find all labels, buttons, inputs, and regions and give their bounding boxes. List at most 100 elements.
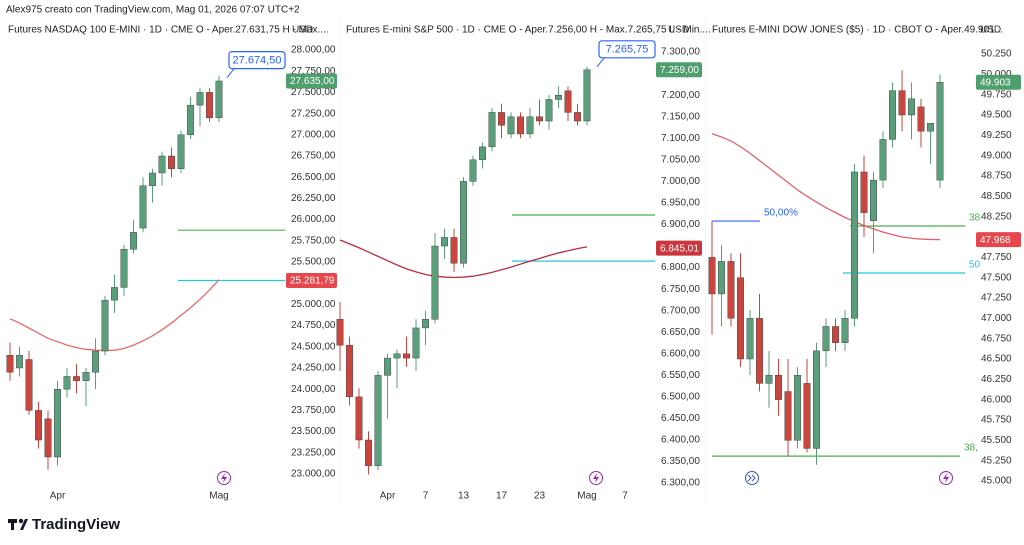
candle-body	[784, 391, 792, 441]
currency-label: USD	[292, 25, 313, 36]
candle-body	[139, 185, 147, 229]
candle-body	[403, 353, 410, 359]
chart-title: Futures E-mini S&P 500 · 1D · CME O - Ap…	[346, 25, 711, 36]
y-tick-label: 6.700,00	[661, 305, 700, 316]
candle-body	[393, 353, 401, 359]
candle-body	[431, 245, 439, 320]
y-tick-label: 7.150,00	[661, 111, 700, 122]
price-callout-text: 27.674,50	[233, 55, 282, 67]
candle-body	[841, 318, 849, 343]
price-tag	[286, 272, 337, 288]
y-tick-label: 24.250,00	[291, 363, 336, 374]
candle-body	[422, 319, 429, 329]
event-icon	[589, 471, 603, 485]
candle-body	[441, 237, 448, 247]
y-tick-label: 25.500,00	[291, 257, 336, 268]
candle-body	[92, 350, 99, 373]
y-tick-label: 24.500,00	[291, 341, 336, 352]
price-callout-text: 7.265,75	[606, 44, 649, 56]
candle-body	[384, 357, 391, 376]
chart-title: Futures NASDAQ 100 E-MINI · 1D · CME O -…	[8, 25, 329, 36]
candle-body	[498, 112, 505, 126]
x-tick-label: Apr	[380, 491, 396, 502]
y-tick-label: 23.000,00	[291, 469, 336, 480]
price-callout	[228, 51, 286, 70]
price-callout	[598, 40, 656, 59]
y-tick-label: 47.500	[981, 272, 1012, 283]
candle-body	[908, 98, 915, 116]
y-tick-label: 23.500,00	[291, 426, 336, 437]
y-tick-label: 7.200,00	[661, 90, 700, 101]
x-tick-label: Mag	[577, 491, 596, 502]
candle-body	[101, 299, 109, 352]
moving-average	[339, 239, 588, 279]
candle-body	[111, 287, 118, 301]
price-tag	[286, 73, 337, 89]
price-tag	[976, 232, 1021, 248]
chart-title: Futures E-MINI DOW JONES ($5) · 1D · CBO…	[712, 25, 1003, 36]
y-tick-label: 6.500,00	[661, 392, 700, 403]
y-tick-label: 6.750,00	[661, 284, 700, 295]
moving-average	[711, 133, 941, 241]
candle-body	[168, 155, 175, 169]
candle-body	[73, 376, 80, 381]
currency-label: USD	[980, 25, 1001, 36]
level-label: 50	[969, 260, 981, 271]
y-tick-label: 50.000	[981, 69, 1012, 80]
x-tick-label: 7	[622, 491, 628, 502]
candle-body	[450, 237, 458, 264]
candle-body	[196, 92, 204, 106]
candle-body	[822, 326, 830, 352]
candle-body	[889, 90, 896, 140]
y-tick-label: 25.750,00	[291, 235, 336, 246]
y-tick-label: 7.000,00	[661, 176, 700, 187]
y-tick-label: 45.000	[981, 476, 1012, 487]
candle-body	[44, 418, 52, 458]
y-tick-label: 6.800,00	[661, 262, 700, 273]
currency-label: USD	[668, 25, 689, 36]
brand-logo	[8, 518, 28, 530]
x-tick-label: 17	[496, 491, 508, 502]
candle-body	[187, 104, 194, 136]
candle-body	[737, 277, 744, 360]
y-tick-label: 7.300,00	[661, 47, 700, 58]
y-tick-label: 49.000	[981, 150, 1012, 161]
candle-body	[374, 375, 382, 467]
price-tag-text: 47.968	[980, 235, 1011, 246]
candle-body	[898, 90, 906, 116]
y-tick-label: 7.100,00	[661, 133, 700, 144]
y-tick-label: 27.750,00	[291, 66, 336, 77]
x-tick-label: 7	[423, 491, 429, 502]
y-tick-label: 48.250	[981, 211, 1012, 222]
event-icon	[217, 471, 231, 485]
x-tick-label: 13	[458, 491, 470, 502]
candle-body	[365, 439, 372, 467]
y-tick-label: 6.450,00	[661, 413, 700, 424]
candle-body	[336, 319, 344, 346]
candle-body	[25, 359, 33, 411]
y-tick-label: 26.500,00	[291, 172, 336, 183]
y-tick-label: 6.300,00	[661, 478, 700, 489]
candle-body	[832, 326, 839, 343]
axis-area	[975, 15, 1024, 505]
level-label: 38,	[964, 443, 978, 454]
candle-body	[63, 376, 71, 390]
y-tick-label: 6.650,00	[661, 327, 700, 338]
candle-body	[177, 134, 185, 169]
candle-body	[536, 116, 543, 122]
price-tag-text: 7.259,00	[660, 65, 699, 76]
candle-body	[583, 69, 591, 122]
x-tick-label: Mag	[209, 491, 228, 502]
y-tick-label: 47.250	[981, 293, 1012, 304]
level-label: 38	[969, 213, 981, 224]
candle-body	[555, 94, 562, 100]
y-tick-label: 25.000,00	[291, 299, 336, 310]
candle-body	[727, 261, 735, 319]
candle-body	[813, 350, 820, 449]
candle-body	[794, 375, 801, 441]
y-tick-label: 24.750,00	[291, 320, 336, 331]
candle-body	[851, 171, 858, 319]
candle-body	[879, 139, 887, 181]
